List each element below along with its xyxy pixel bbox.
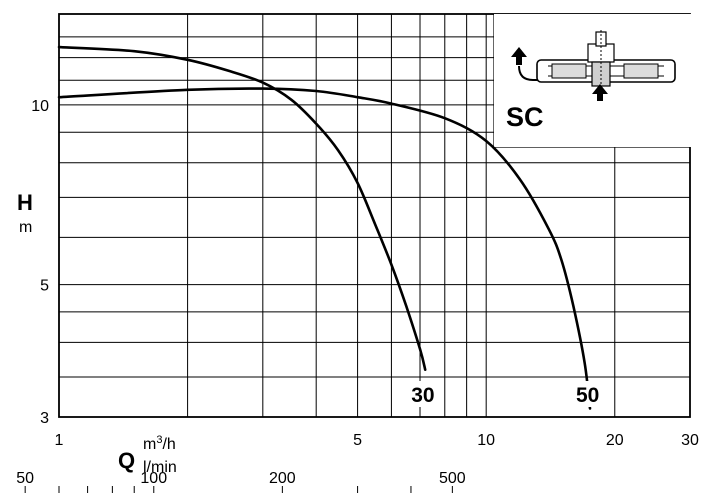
secondary-tick-label: 100 (140, 470, 167, 487)
curve-30 (57, 45, 427, 371)
x-tick-label: 20 (606, 432, 624, 449)
x-tick-label: 30 (681, 432, 699, 449)
curve-50 (57, 87, 592, 410)
x-axis-unit-primary: m3/h (143, 434, 176, 453)
y-tick-label: 10 (31, 98, 49, 115)
x-axis-unit-secondary: l/min (143, 459, 177, 476)
secondary-tick-label: 500 (439, 470, 466, 487)
curves-layer: 30 50 (57, 45, 608, 410)
series-label-bg-50 (573, 381, 608, 407)
x-tick-label: 1 (55, 432, 64, 449)
plot-border (58, 13, 691, 418)
y-tick-label: 5 (40, 278, 49, 295)
y-tick-label: 3 (40, 410, 49, 427)
y-axis-symbol: H (17, 190, 33, 215)
secondary-tick-label: 50 (16, 470, 34, 487)
pump-cross-section-icon (494, 14, 694, 147)
secondary-tick-label: 200 (269, 470, 296, 487)
inset-box: SC (494, 14, 694, 147)
x-axis-symbol: Q (118, 448, 135, 473)
chart-title: SC (506, 102, 544, 132)
series-label-50: 50 (576, 384, 599, 407)
x-tick-label: 5 (353, 432, 362, 449)
y-axis-unit: m (19, 219, 32, 236)
series-label-30: 30 (411, 384, 434, 407)
series-label-bg-30 (408, 381, 443, 407)
labels-layer: H m Q m3/h l/min 35101510203020501002005… (16, 98, 699, 493)
x-tick-label: 10 (477, 432, 495, 449)
